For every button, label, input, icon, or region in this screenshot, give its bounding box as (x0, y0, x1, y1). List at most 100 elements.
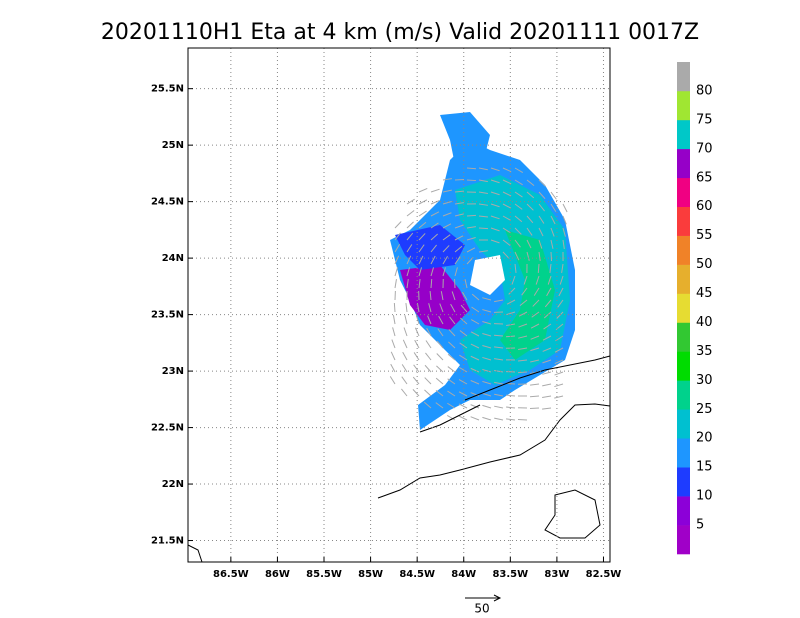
wind-arrow (458, 391, 468, 397)
wind-arrow (435, 377, 444, 385)
wind-arrow (466, 179, 477, 182)
colorbar-segment (677, 293, 690, 323)
wind-arrow (542, 347, 552, 352)
wind-arrow (526, 179, 535, 186)
y-tick-label: 23N (162, 366, 184, 377)
wind-arrow (494, 358, 504, 361)
wind-arrow (482, 333, 492, 337)
x-tick-label: 86.5W (213, 569, 249, 580)
wind-arrow (418, 221, 427, 229)
wind-arrow (447, 402, 456, 409)
wind-arrow (471, 306, 480, 313)
wind-arrow (554, 371, 564, 376)
wind-arrow (538, 191, 546, 199)
wind-arrow (406, 232, 414, 241)
wind-arrow (511, 275, 516, 285)
wind-arrow (518, 311, 528, 317)
colorbar-segment (677, 119, 690, 150)
wind-arrow (538, 251, 541, 261)
wind-arrow (424, 377, 432, 385)
wind-arrow (470, 355, 480, 361)
wind-arrow (506, 406, 516, 409)
reference-label: 50 (474, 602, 489, 616)
wind-arrow (514, 263, 517, 273)
wind-arrow (514, 203, 523, 210)
wind-arrow (454, 235, 464, 241)
colorbar-segment (677, 409, 690, 439)
wind-arrow (418, 210, 427, 217)
wind-arrow (459, 342, 468, 349)
wind-arrow (543, 311, 552, 319)
wind-arrow (423, 401, 432, 409)
wind-arrow (502, 239, 511, 246)
wind-arrow (508, 287, 516, 295)
wind-arrow (424, 364, 432, 373)
wind-arrow (425, 352, 432, 361)
wind-arrow (542, 335, 552, 341)
wind-arrow (389, 376, 396, 385)
wind-arrow (406, 279, 409, 289)
wind-arrow (490, 227, 500, 232)
wind-arrow (394, 267, 399, 277)
wind-arrow (494, 346, 504, 349)
colorbar-label: 65 (696, 170, 713, 185)
wind-arrow (494, 405, 504, 409)
colorbar-segment (677, 62, 690, 92)
wind-arrow (478, 227, 489, 230)
wind-arrow (454, 224, 464, 229)
wind-arrow (394, 221, 402, 229)
wind-arrow (494, 393, 504, 397)
y-tick-label: 24.5N (151, 197, 184, 208)
wind-arrow (454, 278, 456, 289)
wind-arrow (413, 364, 420, 373)
wind-arrow (494, 381, 504, 385)
wind-arrow (482, 344, 492, 349)
colorbar-label: 35 (696, 344, 713, 359)
wind-arrow (533, 287, 540, 296)
wind-arrow (514, 227, 522, 235)
wind-arrow (478, 191, 488, 194)
wind-arrow (542, 383, 552, 387)
wind-arrow (506, 299, 516, 305)
wind-arrow (502, 251, 510, 259)
wind-arrow (404, 315, 408, 325)
wind-arrow (554, 383, 564, 388)
wind-arrow (478, 203, 488, 206)
wind-arrow (413, 352, 420, 361)
colorbar-label: 25 (696, 402, 713, 417)
wind-arrow (482, 380, 492, 385)
wind-arrow (526, 203, 534, 211)
wind-arrow (542, 407, 552, 410)
wind-arrow (430, 255, 436, 265)
wind-arrow (447, 390, 456, 397)
wind-arrow (559, 275, 564, 285)
wind-arrow (435, 402, 444, 409)
wind-arrow (550, 203, 557, 212)
wind-arrow (521, 287, 528, 296)
wind-arrow (406, 255, 412, 265)
wind-arrow (482, 392, 492, 397)
wind-arrow (517, 371, 528, 374)
colorbar-segment (677, 206, 690, 236)
wind-arrow (447, 414, 456, 421)
wind-arrow (535, 275, 540, 285)
wind-arrow (526, 227, 533, 236)
wind-arrow (470, 343, 480, 349)
wind-arrow (514, 191, 523, 198)
colorbar-label: 55 (696, 228, 713, 243)
wind-arrow (490, 215, 500, 220)
wind-arrow (530, 323, 540, 329)
wind-arrow (470, 416, 480, 421)
wind-arrow (530, 359, 540, 363)
wind-arrow (554, 395, 564, 399)
wind-arrow (391, 339, 396, 349)
wind-arrow (494, 417, 504, 421)
y-tick-label: 24N (162, 253, 184, 264)
wind-arrow (478, 167, 488, 171)
wind-arrow (478, 179, 488, 183)
colorbar-segment (677, 496, 690, 526)
wind-arrow (442, 234, 451, 241)
map-frame (187, 47, 611, 563)
wind-arrow (471, 293, 480, 301)
wind-arrow (490, 167, 500, 172)
